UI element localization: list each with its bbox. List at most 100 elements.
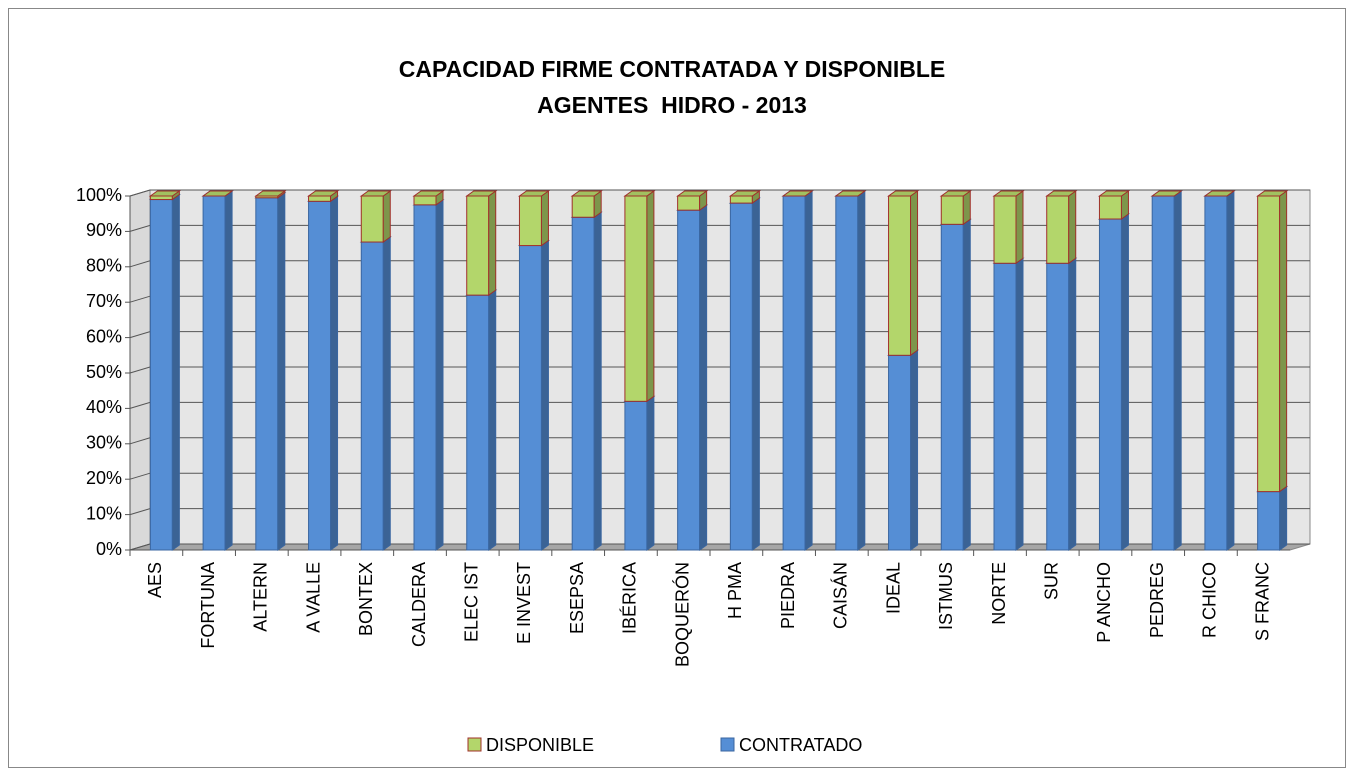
x-tick-label: IDEAL: [883, 562, 903, 614]
y-tick-label: 20%: [86, 468, 122, 488]
bar-segment: [940, 223, 964, 551]
x-tick-label: AES: [145, 562, 165, 598]
bar-top: [254, 190, 287, 197]
bar-top: [148, 190, 181, 197]
bar-segment: [149, 199, 173, 551]
x-tick-label: R CHICO: [1200, 562, 1220, 638]
bar-top: [1097, 190, 1131, 197]
bar-side: [382, 236, 391, 551]
bar-side: [1015, 257, 1024, 551]
bar-top: [359, 190, 392, 197]
bar-side: [1068, 190, 1077, 265]
bar-side: [1173, 190, 1182, 551]
bar-top: [834, 190, 867, 197]
bar-side: [1226, 190, 1235, 551]
bar-top: [1203, 190, 1236, 197]
bar-segment: [624, 195, 648, 402]
bar-segment: [571, 195, 595, 218]
x-tick-label: A VALLE: [303, 562, 323, 633]
grid-line: [129, 189, 1310, 197]
bar-side: [646, 395, 655, 551]
bar-segment: [888, 354, 912, 551]
bar-segment: [308, 200, 332, 551]
bar-segment: [360, 195, 384, 243]
bar-segment: [993, 262, 1017, 551]
x-tick-label: NORTE: [989, 562, 1009, 625]
x-tick-label: PIEDRA: [778, 562, 798, 629]
x-tick-label: BOQUERÓN: [671, 562, 692, 667]
bar-segment: [1046, 262, 1070, 551]
bar-side: [804, 190, 813, 551]
bar-segment: [149, 195, 173, 201]
bar-side: [1015, 190, 1024, 265]
y-tick-label: 70%: [86, 291, 122, 311]
bar-segment: [1151, 195, 1175, 551]
chart-title: CAPACIDAD FIRME CONTRATADA Y DISPONIBLE: [399, 56, 945, 82]
bar-top: [201, 190, 234, 197]
legend-label: DISPONIBLE: [486, 735, 594, 755]
bar-segment: [466, 195, 490, 296]
x-tick-label: ELEC IST: [461, 562, 481, 642]
bar-segment: [940, 195, 964, 225]
bar-segment: [466, 294, 490, 551]
bar-segment: [571, 216, 595, 551]
bar-top: [412, 190, 445, 197]
bar-top: [465, 190, 498, 197]
y-tick-label: 0%: [96, 539, 122, 559]
bar-segment: [1204, 195, 1228, 551]
bar-segment: [1046, 195, 1070, 264]
bar-top: [728, 190, 761, 197]
bar-segment: [518, 245, 542, 551]
bar-segment: [677, 209, 701, 551]
bar-top: [1256, 190, 1289, 197]
x-tick-label: ESEPSA: [567, 562, 587, 634]
x-tick-label: P ANCHO: [1094, 562, 1114, 643]
bar-side: [540, 239, 549, 551]
bar-side: [540, 190, 549, 247]
y-tick-label: 100%: [76, 185, 122, 205]
bar-segment: [993, 195, 1017, 264]
x-tick-label: CALDERA: [409, 562, 429, 647]
bar-side: [1068, 257, 1077, 551]
x-tick-label: SUR: [1041, 562, 1061, 600]
bar-segment: [729, 195, 753, 204]
bar-side: [488, 289, 497, 551]
bar-segment: [308, 195, 332, 202]
x-tick-label: BONTEX: [356, 562, 376, 636]
bar-segment: [1098, 218, 1122, 551]
y-tick-label: 90%: [86, 220, 122, 240]
bar-top: [1045, 190, 1078, 197]
bar-segment: [729, 202, 753, 551]
bar-segment: [835, 195, 859, 551]
x-tick-label: ALTERN: [251, 562, 271, 632]
bar-side: [962, 190, 971, 226]
bar-side: [593, 211, 602, 551]
bar-side: [277, 191, 286, 551]
floor: [129, 543, 1311, 551]
bar-top: [623, 190, 656, 197]
bar-segment: [518, 195, 542, 247]
bar-segment: [202, 195, 226, 551]
legend-swatch: [467, 737, 482, 752]
x-tick-label: CAISÁN: [831, 562, 851, 629]
y-tick-label: 80%: [86, 256, 122, 276]
bar-side: [382, 190, 391, 243]
x-tick-label: IBÉRICA: [620, 562, 640, 634]
bar-top: [992, 190, 1025, 197]
x-tick-label: H PMA: [725, 562, 745, 619]
x-tick-label: E INVEST: [514, 562, 534, 644]
y-tick-label: 30%: [86, 433, 122, 453]
bar-top: [517, 190, 551, 197]
bar-top: [1150, 190, 1183, 197]
bar-segment: [413, 204, 437, 551]
legend-label: CONTRATADO: [739, 735, 862, 755]
bar-segment: [888, 195, 912, 356]
bar-top: [781, 190, 814, 197]
bar-segment: [255, 197, 279, 551]
bar-side: [488, 190, 497, 297]
bar-side: [857, 190, 866, 551]
x-tick-label: ISTMUS: [936, 562, 956, 630]
bar-segment: [624, 400, 648, 551]
legend-swatch: [720, 737, 735, 752]
